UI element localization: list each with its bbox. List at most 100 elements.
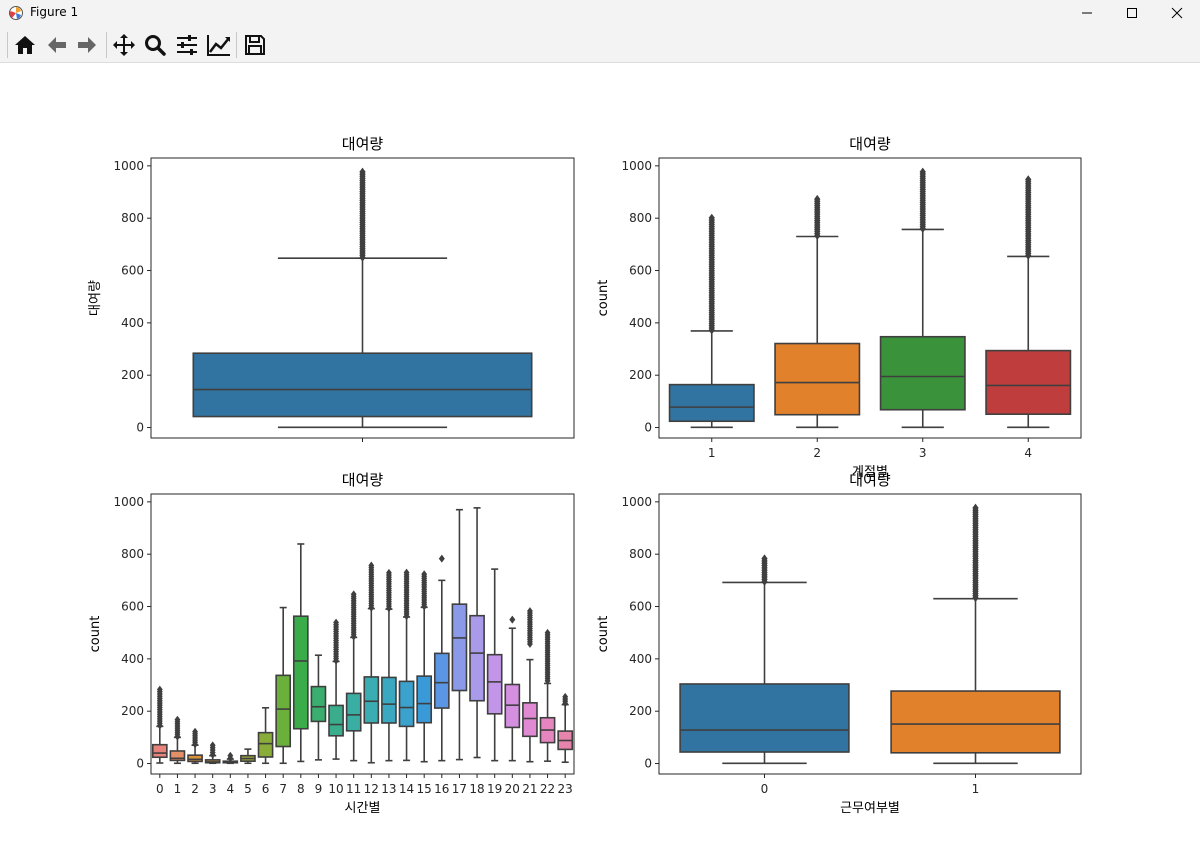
ytick-label: 1000 xyxy=(621,495,652,509)
outliers xyxy=(192,727,198,749)
xtick-label: 17 xyxy=(452,782,467,796)
outliers xyxy=(209,741,216,759)
outlier-marker xyxy=(527,640,533,648)
subplots-icon xyxy=(177,35,197,55)
minimize-button[interactable] xyxy=(1064,0,1110,26)
xtick-label: 21 xyxy=(522,782,537,796)
box-body xyxy=(275,674,292,748)
ytick-label: 800 xyxy=(629,547,652,561)
close-button[interactable] xyxy=(1154,0,1200,26)
outlier-marker xyxy=(350,632,357,641)
ytick-label: 400 xyxy=(121,316,144,330)
ytick-label: 1000 xyxy=(621,159,652,173)
save-icon xyxy=(245,35,265,55)
box-3 xyxy=(879,167,966,429)
back-button[interactable] xyxy=(45,33,71,57)
ytick-label: 1000 xyxy=(113,495,144,509)
forward-button[interactable] xyxy=(75,33,101,57)
box-1 xyxy=(890,503,1061,765)
xtick-label: 22 xyxy=(540,782,555,796)
x-axis-label: 근무여부별 xyxy=(840,801,900,816)
box-body xyxy=(679,683,850,753)
x-axis-label: 시간별 xyxy=(345,801,381,816)
ytick-label: 0 xyxy=(644,421,652,435)
ytick-label: 800 xyxy=(629,211,652,225)
ytick-label: 1000 xyxy=(113,159,144,173)
maximize-button[interactable] xyxy=(1109,0,1155,26)
outlier-marker xyxy=(192,740,198,749)
box-body xyxy=(169,750,186,762)
pan-button[interactable] xyxy=(112,33,138,57)
window-title: Figure 1 xyxy=(30,5,79,19)
navigation-toolbar xyxy=(0,26,1200,63)
axes-edit-icon xyxy=(207,35,230,56)
save-button[interactable] xyxy=(243,33,269,57)
ytick-label: 800 xyxy=(121,547,144,561)
box-14 xyxy=(398,568,415,762)
box-20 xyxy=(504,615,521,762)
box-body xyxy=(328,704,344,737)
y-axis-label: count xyxy=(88,616,103,653)
axes-frame xyxy=(658,493,1082,775)
subplots-button[interactable] xyxy=(175,33,201,57)
xtick-label: 12 xyxy=(364,782,379,796)
box-5 xyxy=(240,748,256,765)
box-9 xyxy=(310,654,327,761)
xtick-label: 11 xyxy=(346,782,361,796)
box-all xyxy=(192,167,533,429)
outliers xyxy=(814,194,821,240)
ytick-label: 400 xyxy=(121,652,144,666)
xtick-label: 3 xyxy=(209,782,217,796)
outliers xyxy=(919,167,926,233)
window-titlebar: Figure 1 xyxy=(0,0,1200,26)
ytick-label: 0 xyxy=(136,757,144,771)
figure-svg: 02004006008001000대여량대여량02004006008001000… xyxy=(88,135,1082,816)
xtick-label: 10 xyxy=(328,782,343,796)
outlier-marker xyxy=(544,676,551,685)
box-body xyxy=(381,676,397,724)
box-body xyxy=(345,692,362,732)
outlier-marker xyxy=(761,577,768,586)
box-2 xyxy=(187,727,203,765)
ytick-label: 400 xyxy=(629,316,652,330)
outliers xyxy=(227,751,234,763)
outliers xyxy=(544,628,551,685)
box-3 xyxy=(204,741,221,765)
axes-frame xyxy=(150,493,575,775)
box-7 xyxy=(275,606,292,765)
zoom-button[interactable] xyxy=(143,33,169,57)
xtick-label: 1 xyxy=(708,446,716,460)
toolbar-grip xyxy=(7,32,8,58)
outlier-marker xyxy=(386,604,392,613)
box-body xyxy=(292,615,309,730)
box-15 xyxy=(416,570,433,763)
ytick-label: 400 xyxy=(629,652,652,666)
outliers xyxy=(359,167,366,262)
box-body xyxy=(668,383,755,423)
xtick-label: 20 xyxy=(505,782,520,796)
toolbar-separator xyxy=(236,32,237,58)
xtick-label: 14 xyxy=(399,782,414,796)
box-21 xyxy=(522,607,538,763)
outlier-marker xyxy=(509,615,516,624)
box-1 xyxy=(668,213,755,429)
outlier-marker xyxy=(368,603,375,612)
xtick-label: 1 xyxy=(174,782,182,796)
outliers xyxy=(509,615,516,624)
forward-icon xyxy=(78,37,96,53)
box-22 xyxy=(539,628,556,762)
outlier-marker xyxy=(972,593,979,603)
box-body xyxy=(416,675,433,724)
xtick-label: 16 xyxy=(434,782,449,796)
subplot-title: 대여량 xyxy=(342,471,384,489)
axes-edit-button[interactable] xyxy=(206,33,232,57)
ytick-label: 600 xyxy=(629,600,652,614)
outliers xyxy=(438,554,445,563)
xtick-label: 0 xyxy=(156,782,164,796)
xtick-label: 18 xyxy=(469,782,484,796)
home-button[interactable] xyxy=(13,33,39,57)
ytick-label: 200 xyxy=(121,368,144,382)
outlier-marker xyxy=(438,554,445,563)
outliers xyxy=(174,715,181,741)
